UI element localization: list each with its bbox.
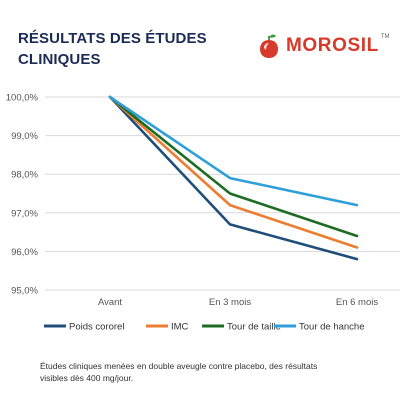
title-line-1: RÉSULTATS DES ÉTUDES: [18, 30, 207, 47]
legend-label: Tour de hanche: [299, 322, 365, 333]
legend-label: Tour de taille: [227, 322, 281, 333]
brand-logo: MOROSIL TM: [258, 30, 390, 62]
legend-label: IMC: [171, 322, 189, 333]
legend-label: Poids cororel: [69, 322, 124, 333]
x-tick-label: Avant: [98, 297, 122, 308]
footnote: Études cliniques menées en double aveugl…: [40, 360, 360, 384]
y-tick-label: 96,0%: [11, 247, 38, 258]
trademark-mark: TM: [380, 34, 390, 40]
y-tick-label: 100,0%: [6, 93, 39, 104]
y-tick-label: 99,0%: [11, 131, 38, 142]
title-line-2: CLINIQUES: [18, 51, 101, 68]
footnote-line-1: Études cliniques menées en double aveugl…: [40, 361, 318, 371]
series-line: [108, 95, 359, 238]
y-tick-label: 98,0%: [11, 170, 38, 181]
footnote-line-2: visibles dès 400 mg/jour.: [40, 373, 134, 383]
series-line: [108, 95, 359, 207]
orange-fruit-icon: [260, 34, 278, 58]
x-tick-label: En 3 mois: [209, 297, 251, 308]
series-line: [108, 95, 359, 249]
x-tick-label: En 6 mois: [336, 297, 378, 308]
y-tick-label: 95,0%: [11, 286, 38, 297]
brand-name: MOROSIL: [286, 35, 379, 56]
y-tick-label: 97,0%: [11, 208, 38, 219]
series-line: [108, 95, 359, 261]
page-title: RÉSULTATS DES ÉTUDES CLINIQUES: [18, 28, 238, 70]
